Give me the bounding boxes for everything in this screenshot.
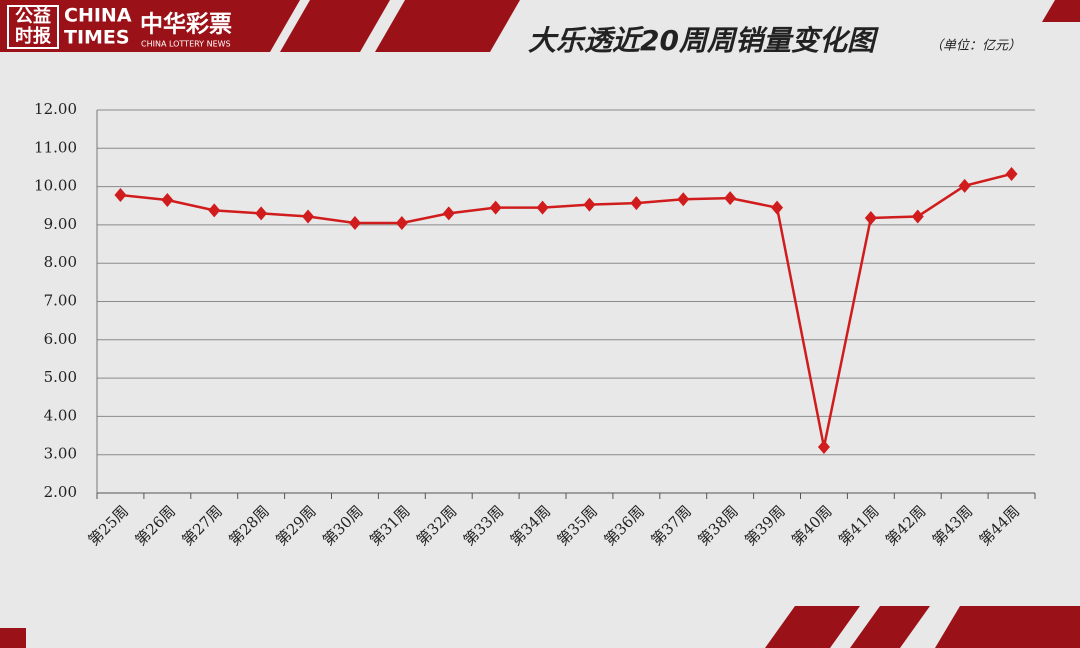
marker xyxy=(442,206,455,221)
stripe xyxy=(0,628,26,648)
marker xyxy=(911,209,924,224)
stripe xyxy=(935,606,1080,648)
marker xyxy=(1005,166,1018,181)
marker xyxy=(208,203,221,218)
brand-name: TIMES xyxy=(64,27,130,49)
partner-name-en: CHINA LOTTERY NEWS xyxy=(141,40,231,49)
stripe xyxy=(375,0,520,52)
marker xyxy=(536,200,549,215)
marker xyxy=(864,211,877,226)
stripe xyxy=(280,0,390,52)
marker xyxy=(771,200,784,215)
y-tick-label: 3.00 xyxy=(44,445,77,463)
y-tick-label: 12.00 xyxy=(34,100,77,118)
marker xyxy=(395,215,408,230)
marker xyxy=(817,440,830,455)
chart-title: 大乐透近20周周销量变化图 xyxy=(528,24,879,57)
seal-box xyxy=(7,5,59,49)
marker xyxy=(583,197,596,212)
marker xyxy=(630,196,643,211)
marker xyxy=(958,178,971,193)
stripe xyxy=(1042,0,1080,22)
logo-band xyxy=(0,0,300,52)
marker xyxy=(302,209,315,224)
seal-text: 公益 xyxy=(15,5,51,27)
stripe xyxy=(765,606,860,648)
chart-subtitle: （单位：亿元） xyxy=(930,38,1021,54)
y-tick-label: 7.00 xyxy=(44,292,77,310)
y-tick-label: 4.00 xyxy=(44,406,77,424)
seal-text: 时报 xyxy=(15,25,51,47)
y-tick-label: 6.00 xyxy=(44,330,77,348)
partner-name: 中华彩票 xyxy=(140,11,232,38)
marker xyxy=(161,193,174,208)
marker xyxy=(255,206,268,221)
y-tick-label: 8.00 xyxy=(44,253,77,271)
y-tick-label: 2.00 xyxy=(44,483,77,501)
stripe xyxy=(850,606,930,648)
marker xyxy=(114,188,127,203)
y-tick-label: 9.00 xyxy=(44,215,77,233)
marker xyxy=(677,192,690,207)
marker xyxy=(724,191,737,206)
line xyxy=(120,172,1012,448)
brand-name: CHINA xyxy=(64,5,132,27)
y-tick-label: 10.00 xyxy=(34,177,77,195)
marker xyxy=(489,200,502,215)
y-tick-label: 5.00 xyxy=(44,368,77,386)
marker xyxy=(348,215,361,230)
y-tick-label: 11.00 xyxy=(34,138,77,156)
